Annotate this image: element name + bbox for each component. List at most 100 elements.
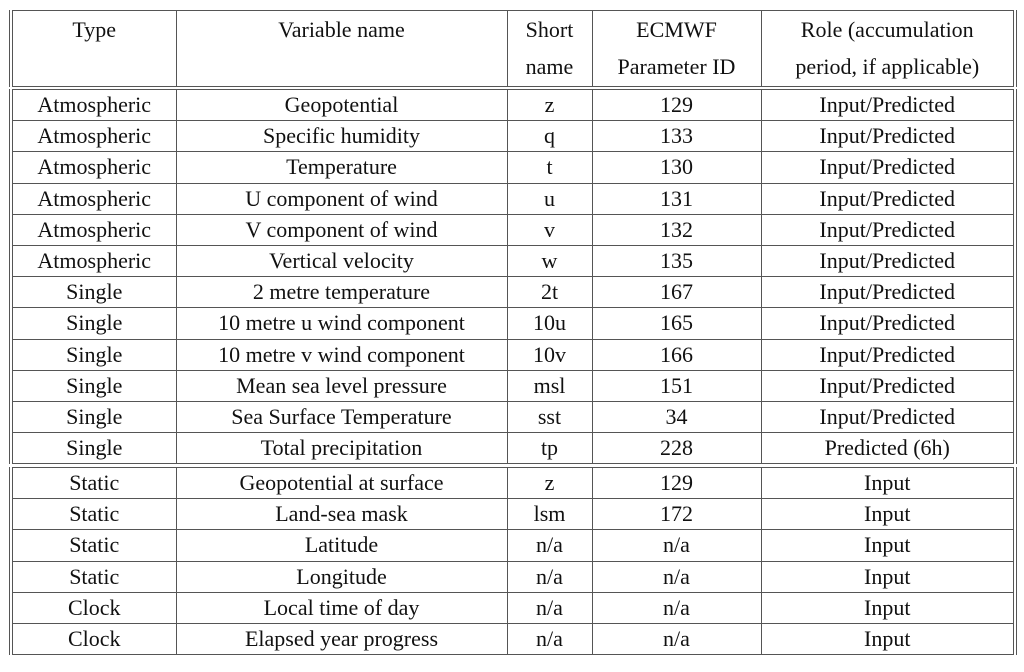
table-row: Atmospheric Temperature t 130 Input/Predicte… <box>10 151 1016 184</box>
table-row: Single 10 metre v wind component 10v 166 Inp… <box>10 338 1016 371</box>
cell-role: Input/Predicted <box>760 213 1016 246</box>
cell-role: Input <box>760 466 1016 500</box>
cell-type: Single <box>10 338 177 371</box>
cell-role: Input <box>760 622 1016 656</box>
cell-parameter-id: 132 <box>591 213 762 246</box>
cell-variable-name: Sea Surface Temperature <box>175 400 508 434</box>
cell-role: Input <box>760 498 1016 531</box>
cell-role: Input/Predicted <box>760 307 1016 340</box>
cell-short-name: t <box>506 151 593 184</box>
cell-variable-name: U component of wind <box>175 182 508 215</box>
table-row: Single Mean sea level pressure msl 151 Input… <box>10 369 1016 402</box>
cell-parameter-id: 167 <box>591 276 762 309</box>
cell-role: Input/Predicted <box>760 369 1016 402</box>
cell-variable-name: 10 metre u wind component <box>175 307 508 340</box>
cell-type: Clock <box>10 622 177 656</box>
header-text: Short name <box>525 17 574 79</box>
cell-short-name: z <box>506 88 593 122</box>
cell-parameter-id: 131 <box>591 182 762 215</box>
cell-role: Predicted (6h) <box>760 432 1016 465</box>
cell-parameter-id: 133 <box>591 120 762 153</box>
table-row: Single Total precipitation tp 228 Predicted … <box>10 432 1016 465</box>
cell-type: Static <box>10 498 177 531</box>
cell-variable-name: Mean sea level pressure <box>175 369 508 402</box>
cell-variable-name: Temperature <box>175 151 508 184</box>
table-row: Atmospheric Specific humidity q 133 Input/Pr… <box>10 120 1016 153</box>
cell-short-name: u <box>506 182 593 215</box>
cell-parameter-id: 166 <box>591 338 762 371</box>
table-row: Static Land-sea mask lsm 172 Input <box>10 498 1016 531</box>
cell-short-name: n/a <box>506 529 593 562</box>
table-header: Type Variable name Short name ECMWF Para… <box>9 10 1017 87</box>
cell-parameter-id: 151 <box>591 369 762 402</box>
cell-short-name: n/a <box>506 591 593 624</box>
cell-parameter-id: n/a <box>591 591 762 624</box>
cell-role: Input <box>760 591 1016 624</box>
cell-role: Input <box>760 560 1016 593</box>
table-row: Atmospheric U component of wind u 131 Input/… <box>10 182 1016 215</box>
header-variable-name: Variable name <box>175 10 508 87</box>
cell-type: Atmospheric <box>10 88 177 122</box>
table-row: Static Geopotential at surface z 129 Input <box>10 466 1016 500</box>
cell-type: Single <box>10 432 177 465</box>
table-row: Static Longitude n/a n/a Input <box>10 560 1016 593</box>
cell-role: Input/Predicted <box>760 88 1016 122</box>
cell-type: Single <box>10 369 177 402</box>
cell-type: Atmospheric <box>10 120 177 153</box>
cell-type: Static <box>10 466 177 500</box>
cell-type: Atmospheric <box>10 182 177 215</box>
table-section-inputs: Static Geopotential at surface z 129 Input St… <box>9 466 1017 656</box>
cell-short-name: z <box>506 466 593 500</box>
cell-parameter-id: 129 <box>591 88 762 122</box>
header-text: ECMWF Parameter ID <box>617 17 736 79</box>
table-row: Single 2 metre temperature 2t 167 Input/Pred… <box>10 276 1016 309</box>
cell-short-name: n/a <box>506 622 593 656</box>
cell-role: Input/Predicted <box>760 120 1016 153</box>
cell-short-name: tp <box>506 432 593 465</box>
cell-variable-name: 10 metre v wind component <box>175 338 508 371</box>
cell-variable-name: 2 metre temperature <box>175 276 508 309</box>
cell-type: Atmospheric <box>10 213 177 246</box>
cell-type: Atmospheric <box>10 151 177 184</box>
cell-role: Input <box>760 529 1016 562</box>
cell-variable-name: Specific humidity <box>175 120 508 153</box>
table-row: Single Sea Surface Temperature sst 34 Input/… <box>10 400 1016 434</box>
cell-short-name: w <box>506 244 593 278</box>
cell-type: Static <box>10 529 177 562</box>
cell-parameter-id: n/a <box>591 529 762 562</box>
cell-role: Input/Predicted <box>760 400 1016 434</box>
cell-role: Input/Predicted <box>760 244 1016 278</box>
cell-variable-name: Local time of day <box>175 591 508 624</box>
cell-short-name: 10v <box>506 338 593 371</box>
cell-type: Single <box>10 276 177 309</box>
cell-short-name: v <box>506 213 593 246</box>
cell-role: Input/Predicted <box>760 276 1016 309</box>
cell-short-name: sst <box>506 400 593 434</box>
cell-variable-name: Land-sea mask <box>175 498 508 531</box>
header-text: Type <box>72 17 117 42</box>
cell-short-name: 2t <box>506 276 593 309</box>
cell-parameter-id: 135 <box>591 244 762 278</box>
cell-parameter-id: 172 <box>591 498 762 531</box>
cell-variable-name: Elapsed year progress <box>175 622 508 656</box>
cell-type: Atmospheric <box>10 244 177 278</box>
cell-parameter-id: 130 <box>591 151 762 184</box>
table-row: Atmospheric Geopotential z 129 Input/Predict… <box>10 88 1016 122</box>
cell-short-name: q <box>506 120 593 153</box>
cell-parameter-id: 228 <box>591 432 762 465</box>
cell-type: Single <box>10 307 177 340</box>
cell-parameter-id: n/a <box>591 622 762 656</box>
cell-parameter-id: 129 <box>591 466 762 500</box>
cell-short-name: msl <box>506 369 593 402</box>
header-type: Type <box>10 10 177 87</box>
table-row: Atmospheric Vertical velocity w 135 Input/Pr… <box>10 244 1016 278</box>
header-text: Variable name <box>278 17 405 42</box>
cell-variable-name: Vertical velocity <box>175 244 508 278</box>
cell-variable-name: Latitude <box>175 529 508 562</box>
cell-variable-name: Geopotential <box>175 88 508 122</box>
cell-type: Static <box>10 560 177 593</box>
header-role: Role (accumulation period, if applicable… <box>760 10 1016 87</box>
cell-role: Input/Predicted <box>760 151 1016 184</box>
cell-type: Single <box>10 400 177 434</box>
header-parameter-id: ECMWF Parameter ID <box>591 10 762 87</box>
